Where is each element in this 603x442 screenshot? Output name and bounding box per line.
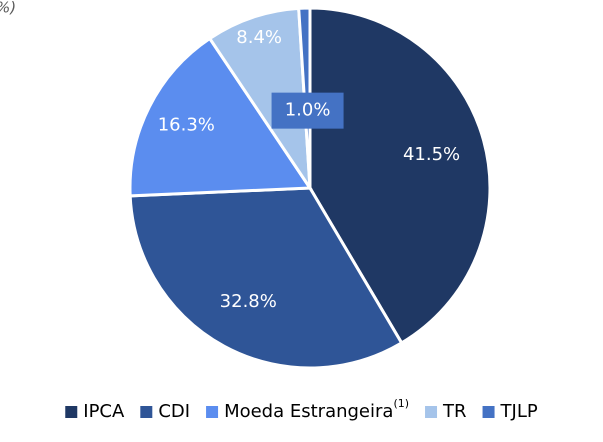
legend-text: CDI — [158, 401, 190, 422]
legend-swatch — [65, 406, 78, 418]
legend-text: TR — [442, 401, 467, 422]
legend-swatch — [425, 406, 438, 418]
data-label: 1.0% — [285, 100, 331, 121]
legend-text: Moeda Estrangeira — [224, 401, 393, 422]
label-box — [271, 92, 344, 129]
legend-text: TJLP — [500, 401, 538, 422]
legend-swatch — [482, 406, 495, 418]
legend-superscript: (1) — [393, 397, 409, 410]
legend-text: IPCA — [83, 401, 125, 422]
legend-label: Moeda Estrangeira(1) — [224, 397, 409, 422]
data-label: 41.5% — [403, 144, 460, 165]
legend-swatch — [206, 406, 219, 418]
pie-slice — [308, 6, 492, 345]
chart-title: %) — [0, 0, 16, 17]
pie-slice — [128, 36, 313, 198]
legend-label: CDI — [158, 401, 190, 422]
data-label: 8.4% — [236, 27, 282, 48]
pie-slice — [207, 6, 312, 194]
legend: IPCA CDI Moeda Estrangeira(1) TR TJLP — [65, 397, 538, 422]
legend-label: TR — [442, 401, 467, 422]
legend-label: TJLP — [500, 401, 538, 422]
data-label: 32.8% — [220, 291, 277, 312]
legend-swatch — [140, 406, 153, 418]
legend-label: IPCA — [83, 401, 125, 422]
data-label: 16.3% — [158, 114, 215, 135]
pie-slice — [128, 186, 404, 370]
